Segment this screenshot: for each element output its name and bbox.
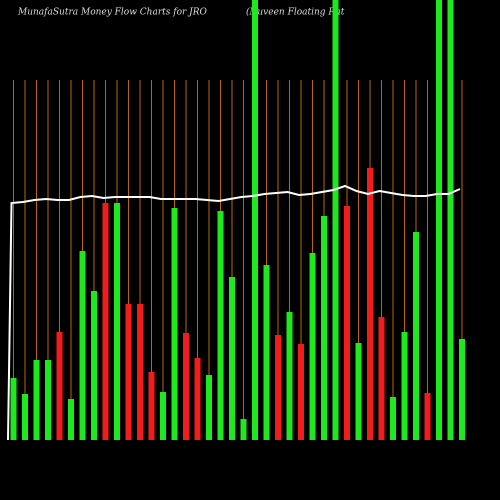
bar	[171, 208, 178, 440]
bar	[309, 253, 316, 440]
bar	[286, 312, 293, 440]
bar	[114, 203, 120, 440]
bar	[183, 333, 189, 440]
bar	[194, 358, 201, 440]
bar	[390, 397, 396, 440]
bar	[367, 168, 373, 440]
bar	[401, 332, 408, 440]
bar	[436, 0, 442, 440]
bar	[298, 344, 304, 440]
bar	[321, 216, 327, 440]
bar	[378, 317, 385, 440]
chart-subtitle: (Nuveen Floating Rat	[246, 7, 345, 18]
bar	[413, 232, 419, 440]
price-line	[7, 184, 461, 441]
bar	[263, 265, 270, 440]
bar	[344, 206, 350, 440]
bar	[160, 392, 166, 440]
bar	[68, 399, 74, 440]
bar	[355, 343, 362, 440]
bar	[91, 291, 97, 440]
bar	[447, 0, 454, 440]
bar	[137, 304, 143, 440]
bar	[33, 360, 40, 440]
bar	[125, 304, 132, 440]
bar	[45, 360, 51, 440]
bar	[240, 419, 247, 440]
chart-title: MunafaSutra Money Flow Charts for JRO	[17, 8, 208, 18]
bar	[424, 393, 431, 440]
bar	[459, 339, 465, 440]
bar	[229, 277, 235, 440]
bar	[22, 394, 28, 440]
bar	[252, 0, 258, 440]
bar	[148, 372, 155, 440]
bar	[56, 332, 63, 440]
bar	[206, 375, 212, 440]
bar	[332, 0, 339, 440]
bar	[275, 335, 281, 440]
bar	[79, 251, 86, 440]
bar	[10, 378, 17, 440]
bar	[217, 211, 224, 440]
bar	[102, 203, 109, 440]
